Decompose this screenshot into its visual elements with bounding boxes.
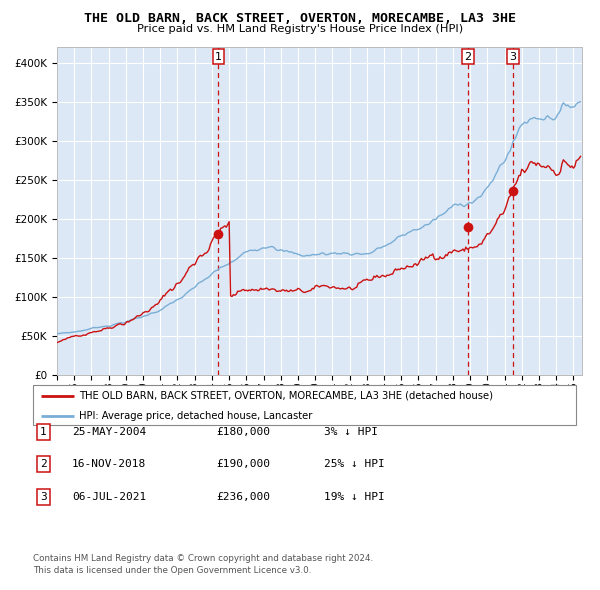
Text: HPI: Average price, detached house, Lancaster: HPI: Average price, detached house, Lanc… [79, 411, 313, 421]
Text: 3: 3 [40, 492, 47, 502]
Text: 1: 1 [40, 427, 47, 437]
Text: 25-MAY-2004: 25-MAY-2004 [72, 427, 146, 437]
Text: 3% ↓ HPI: 3% ↓ HPI [324, 427, 378, 437]
Text: 3: 3 [509, 51, 517, 61]
Text: 16-NOV-2018: 16-NOV-2018 [72, 460, 146, 469]
Text: 2: 2 [464, 51, 472, 61]
Text: THE OLD BARN, BACK STREET, OVERTON, MORECAMBE, LA3 3HE: THE OLD BARN, BACK STREET, OVERTON, MORE… [84, 12, 516, 25]
Text: £190,000: £190,000 [216, 460, 270, 469]
Text: 25% ↓ HPI: 25% ↓ HPI [324, 460, 385, 469]
Text: This data is licensed under the Open Government Licence v3.0.: This data is licensed under the Open Gov… [33, 566, 311, 575]
Text: £180,000: £180,000 [216, 427, 270, 437]
Text: 1: 1 [215, 51, 222, 61]
Text: Contains HM Land Registry data © Crown copyright and database right 2024.: Contains HM Land Registry data © Crown c… [33, 555, 373, 563]
Text: THE OLD BARN, BACK STREET, OVERTON, MORECAMBE, LA3 3HE (detached house): THE OLD BARN, BACK STREET, OVERTON, MORE… [79, 391, 493, 401]
Text: 06-JUL-2021: 06-JUL-2021 [72, 492, 146, 502]
Text: 19% ↓ HPI: 19% ↓ HPI [324, 492, 385, 502]
Text: Price paid vs. HM Land Registry's House Price Index (HPI): Price paid vs. HM Land Registry's House … [137, 24, 463, 34]
Text: 2: 2 [40, 460, 47, 469]
Text: £236,000: £236,000 [216, 492, 270, 502]
FancyBboxPatch shape [33, 385, 576, 425]
